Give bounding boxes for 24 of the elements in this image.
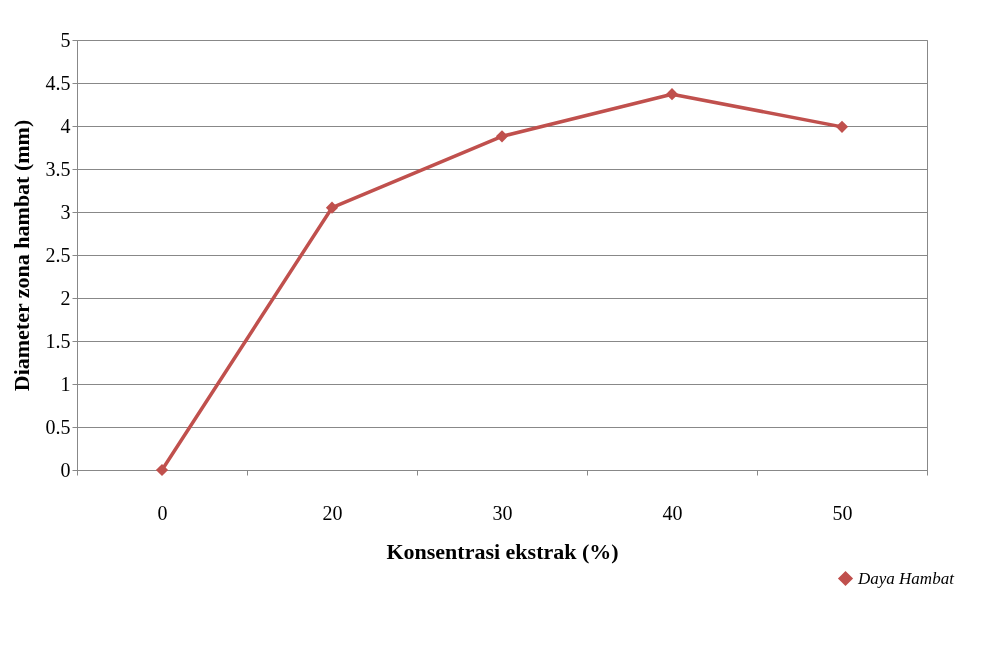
y-tick-label: 2.5 [45, 243, 71, 266]
x-tick-label: 30 [492, 501, 513, 524]
point [325, 201, 339, 214]
y-tick-label: 1.5 [45, 329, 71, 352]
point [835, 120, 849, 133]
x-tick-label: 0 [157, 501, 168, 524]
x-tick-label: 40 [662, 501, 683, 524]
y-tick-label: 0 [60, 458, 71, 481]
y-axis-title: Diameter zona hambat (mm) [8, 119, 34, 392]
y-tick-label: 3 [60, 200, 71, 223]
x-tick-label: 50 [832, 501, 853, 524]
y-tick-label: 4 [60, 114, 71, 137]
y-tick-label: 2 [60, 286, 71, 309]
x-axis-title: Konsentrasi ekstrak (%) [386, 538, 619, 564]
y-tick-label: 4.5 [45, 71, 71, 94]
y-tick-label: 1 [60, 372, 71, 395]
legend-label: Daya Hambat [857, 568, 956, 588]
point [155, 463, 169, 477]
x-tick-label: 20 [322, 501, 343, 524]
y-tick-label: 3.5 [45, 157, 71, 180]
point [665, 88, 679, 101]
point [495, 130, 509, 143]
y-tick-label: 0.5 [45, 415, 71, 438]
y-tick-label: 5 [60, 28, 71, 51]
